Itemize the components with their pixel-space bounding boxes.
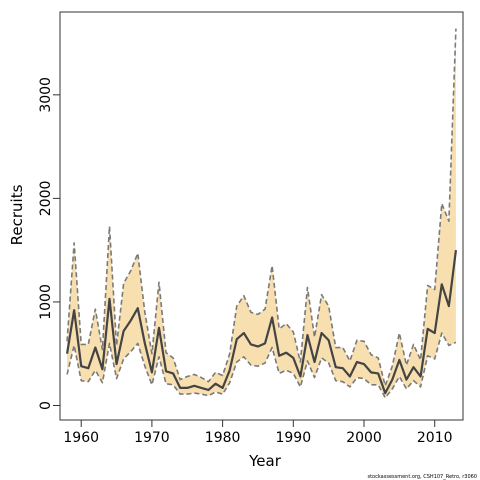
x-tick-label: 1960	[63, 430, 99, 446]
y-tick-label: 0	[38, 401, 54, 410]
x-axis-title: Year	[248, 452, 282, 470]
x-tick-label: 2010	[417, 430, 453, 446]
plot-frame	[59, 11, 464, 421]
y-tick-label: 3000	[38, 77, 54, 113]
upper-bound-line	[66, 28, 457, 387]
y-axis-title: Recruits	[8, 184, 26, 245]
credit-text: stockassessment.org, CSH107_Retro, r3060	[367, 474, 477, 480]
x-tick-label: 1980	[205, 430, 241, 446]
lower-bound-line	[66, 332, 457, 399]
estimate-line	[65, 250, 458, 395]
x-tick-label: 2000	[346, 430, 382, 446]
x-tick-label: 1970	[134, 430, 170, 446]
x-tick-label: 1990	[275, 430, 311, 446]
y-tick-label: 1000	[38, 284, 54, 320]
y-tick-label: 2000	[38, 181, 54, 217]
